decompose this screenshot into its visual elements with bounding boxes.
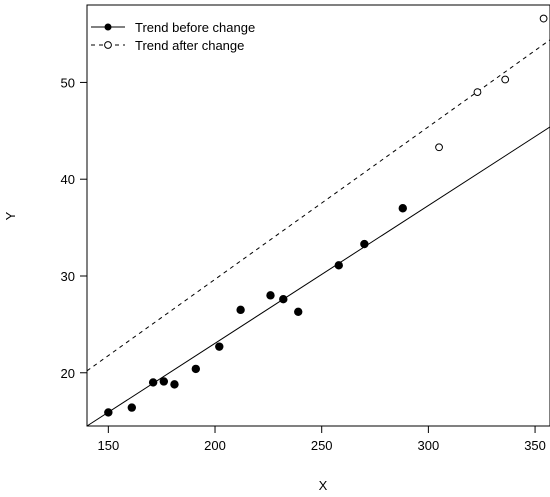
point-before-7 xyxy=(215,342,224,351)
legend-item-after: Trend after change xyxy=(91,38,244,53)
point-before-6 xyxy=(191,364,201,374)
legend-label-before: Trend before change xyxy=(135,20,255,35)
point-before-14 xyxy=(398,204,407,213)
x-tick-label-250: 250 xyxy=(311,438,333,453)
point-before-5 xyxy=(170,380,179,389)
trend-lines xyxy=(86,39,550,427)
y-tick-label-40: 40 xyxy=(61,172,75,187)
x-axis: 150 200 250 300 350 xyxy=(97,425,546,453)
legend-item-before: Trend before change xyxy=(91,20,255,35)
point-before-10 xyxy=(279,295,288,304)
point-before-12 xyxy=(334,261,343,270)
legend-marker-before xyxy=(104,23,112,31)
x-tick-label-200: 200 xyxy=(204,438,226,453)
x-axis-title: X xyxy=(319,478,328,493)
x-tick-label-300: 300 xyxy=(418,438,440,453)
y-tick-label-20: 20 xyxy=(61,366,75,381)
point-after-2 xyxy=(473,88,482,97)
data-points xyxy=(104,14,548,417)
point-after-4 xyxy=(539,14,548,23)
y-tick-label-50: 50 xyxy=(61,75,75,90)
point-after-3 xyxy=(501,75,510,84)
plot-frame xyxy=(86,4,550,427)
point-before-11 xyxy=(294,307,303,316)
legend-label-after: Trend after change xyxy=(135,38,244,53)
x-tick-label-350: 350 xyxy=(524,438,546,453)
point-before-13 xyxy=(360,239,369,249)
point-before-8 xyxy=(236,305,245,315)
y-axis-title: Y xyxy=(3,211,18,220)
trend-line-after xyxy=(86,39,550,372)
legend-marker-after xyxy=(104,41,112,49)
legend: Trend before change Trend after change xyxy=(91,20,255,53)
point-before-3 xyxy=(148,378,158,387)
x-tick-label-150: 150 xyxy=(97,438,119,453)
point-before-1 xyxy=(104,408,113,417)
point-before-2 xyxy=(127,403,137,412)
y-axis: 20 30 40 50 xyxy=(61,75,88,381)
point-before-4 xyxy=(159,377,169,386)
point-before-9 xyxy=(266,291,275,300)
point-after-1 xyxy=(435,143,443,152)
y-tick-label-30: 30 xyxy=(61,269,75,284)
trend-line-before xyxy=(86,126,550,427)
